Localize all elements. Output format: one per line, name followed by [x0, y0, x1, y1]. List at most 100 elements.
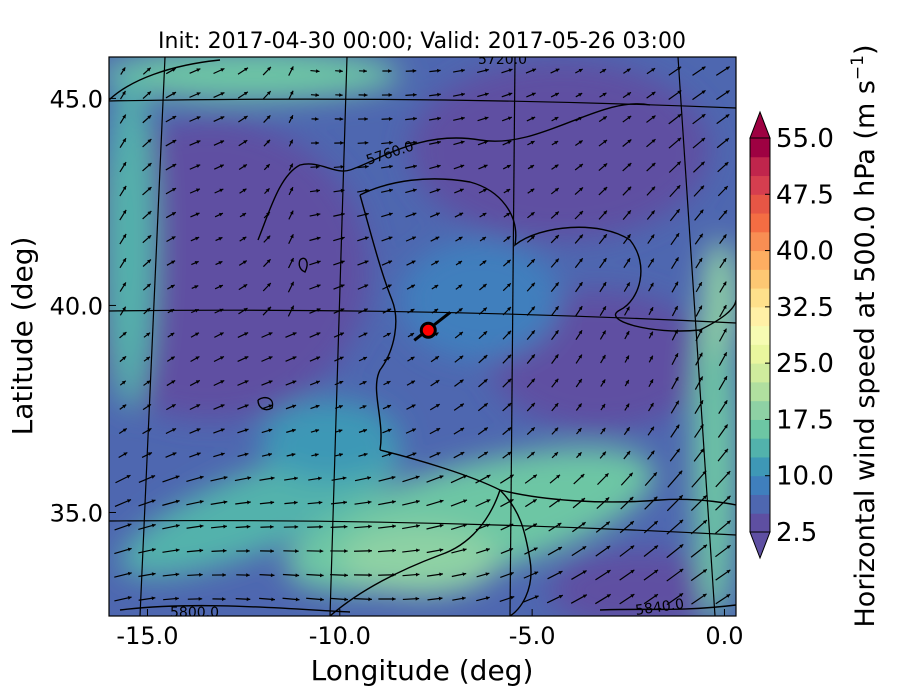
- wind-arrow-head: [530, 451, 535, 456]
- wind-arrow-head: [316, 332, 321, 336]
- wind-arrow-head: [676, 161, 681, 166]
- wind-arrow-head: [602, 92, 607, 97]
- wind-arrow-head: [122, 258, 127, 263]
- wind-arrow-head: [507, 306, 511, 311]
- wind-arrow-head: [722, 305, 727, 310]
- wind-arrow-head: [702, 569, 707, 573]
- colorbar-band: [750, 213, 770, 233]
- wind-arrow-head: [246, 597, 251, 602]
- wind-arrow-head: [554, 403, 559, 408]
- wind-arrow-head: [363, 332, 368, 337]
- wind-arrow-head: [483, 355, 488, 359]
- wind-arrow-head: [577, 452, 582, 457]
- wind-arrow-head: [220, 428, 225, 432]
- colorbar-band: [750, 194, 770, 214]
- wind-arrow-head: [368, 524, 372, 529]
- wind-arrow-head: [368, 597, 372, 602]
- wind-arrow-head: [530, 212, 535, 216]
- wind-arrow-head: [678, 470, 683, 475]
- colorbar-band: [750, 306, 770, 327]
- wind-arrow-head: [482, 212, 487, 217]
- colorbar: [749, 110, 771, 560]
- contour-label: 5720.0: [478, 52, 527, 68]
- wind-arrow-head: [701, 114, 706, 118]
- wind-arrow-head: [339, 69, 343, 73]
- wind-arrow-head: [146, 380, 151, 385]
- wind-arrow-head: [270, 476, 275, 481]
- wind-arrow-head: [316, 356, 321, 360]
- wind-arrow-head: [219, 308, 224, 313]
- wind-arrow-head: [626, 451, 631, 456]
- wind-arrow-head: [122, 282, 126, 287]
- wind-arrow-head: [627, 186, 632, 191]
- wind-arrow-head: [242, 236, 247, 241]
- wind-arrow-head: [601, 354, 606, 359]
- wind-arrow-head: [363, 69, 367, 73]
- wind-arrow-head: [458, 331, 463, 336]
- wind-arrow-head: [270, 500, 275, 505]
- wind-arrow-head: [723, 400, 728, 405]
- wind-arrow-head: [147, 428, 152, 432]
- wind-arrow-head: [247, 500, 251, 505]
- wind-arrow-head: [291, 428, 296, 433]
- wind-vectors: [114, 66, 731, 606]
- coastlines: [109, 59, 736, 616]
- wind-arrow-head: [387, 284, 392, 289]
- wind-arrow-head: [674, 329, 678, 334]
- wind-arrow-head: [649, 282, 654, 287]
- wind-arrow-head: [723, 186, 728, 190]
- wind-arrow-head: [649, 307, 654, 312]
- colorbar-band: [750, 475, 770, 495]
- wind-arrow-head: [289, 139, 293, 144]
- wind-arrow-head: [509, 499, 514, 503]
- wind-arrow-head: [413, 164, 417, 169]
- wind-arrow-head: [220, 380, 225, 384]
- wind-arrow-head: [289, 210, 294, 215]
- wind-arrow-head: [316, 260, 321, 265]
- wind-arrow-head: [439, 499, 444, 504]
- wind-arrow-head: [485, 596, 490, 601]
- wind-arrow-head: [723, 352, 727, 357]
- wind-arrow-head: [458, 308, 463, 312]
- wind-arrow-head: [556, 474, 561, 479]
- colorbar-label-superscript: −1: [848, 55, 868, 80]
- wind-arrow-head: [699, 233, 703, 238]
- wind-arrow-head: [290, 66, 294, 71]
- wind-arrow-head: [507, 427, 512, 432]
- wind-arrow-head: [339, 117, 344, 121]
- wind-arrow-head: [146, 404, 151, 408]
- wind-arrow-head: [506, 189, 511, 193]
- wind-arrow-head: [601, 403, 606, 408]
- wind-arrow-head: [508, 92, 513, 97]
- wind-arrow-head: [318, 500, 323, 505]
- wind-arrow-head: [627, 163, 632, 167]
- wind-arrow-head: [651, 115, 656, 120]
- wind-arrow-head: [194, 285, 199, 289]
- marker-point: [419, 321, 437, 339]
- wind-arrow-head: [458, 261, 462, 265]
- wind-arrow-head: [604, 473, 609, 478]
- wind-arrow-head: [244, 356, 249, 360]
- wind-arrow-head: [602, 282, 607, 287]
- wind-arrow-head: [220, 404, 225, 408]
- wind-arrow-head: [626, 92, 631, 96]
- wind-arrow-head: [392, 572, 396, 577]
- wind-arrow-head: [293, 500, 298, 505]
- wind-arrow-head: [651, 186, 656, 191]
- wind-arrow-head: [605, 521, 610, 526]
- wind-arrow-head: [412, 212, 417, 217]
- wind-arrow-head: [147, 211, 152, 215]
- wind-arrow-head: [127, 571, 132, 576]
- wind-arrow-head: [435, 236, 440, 241]
- wind-arrow-head: [387, 308, 392, 313]
- wind-arrow-head: [485, 572, 490, 577]
- wind-arrow-head: [171, 236, 176, 240]
- wind-arrow-head: [554, 164, 559, 169]
- wind-arrow-head: [554, 92, 559, 97]
- wind-arrow-head: [554, 188, 559, 192]
- wind-arrow-head: [267, 66, 271, 71]
- wind-arrow-head: [723, 210, 728, 215]
- wind-arrow-head: [675, 233, 680, 238]
- wind-arrow-head: [626, 234, 631, 239]
